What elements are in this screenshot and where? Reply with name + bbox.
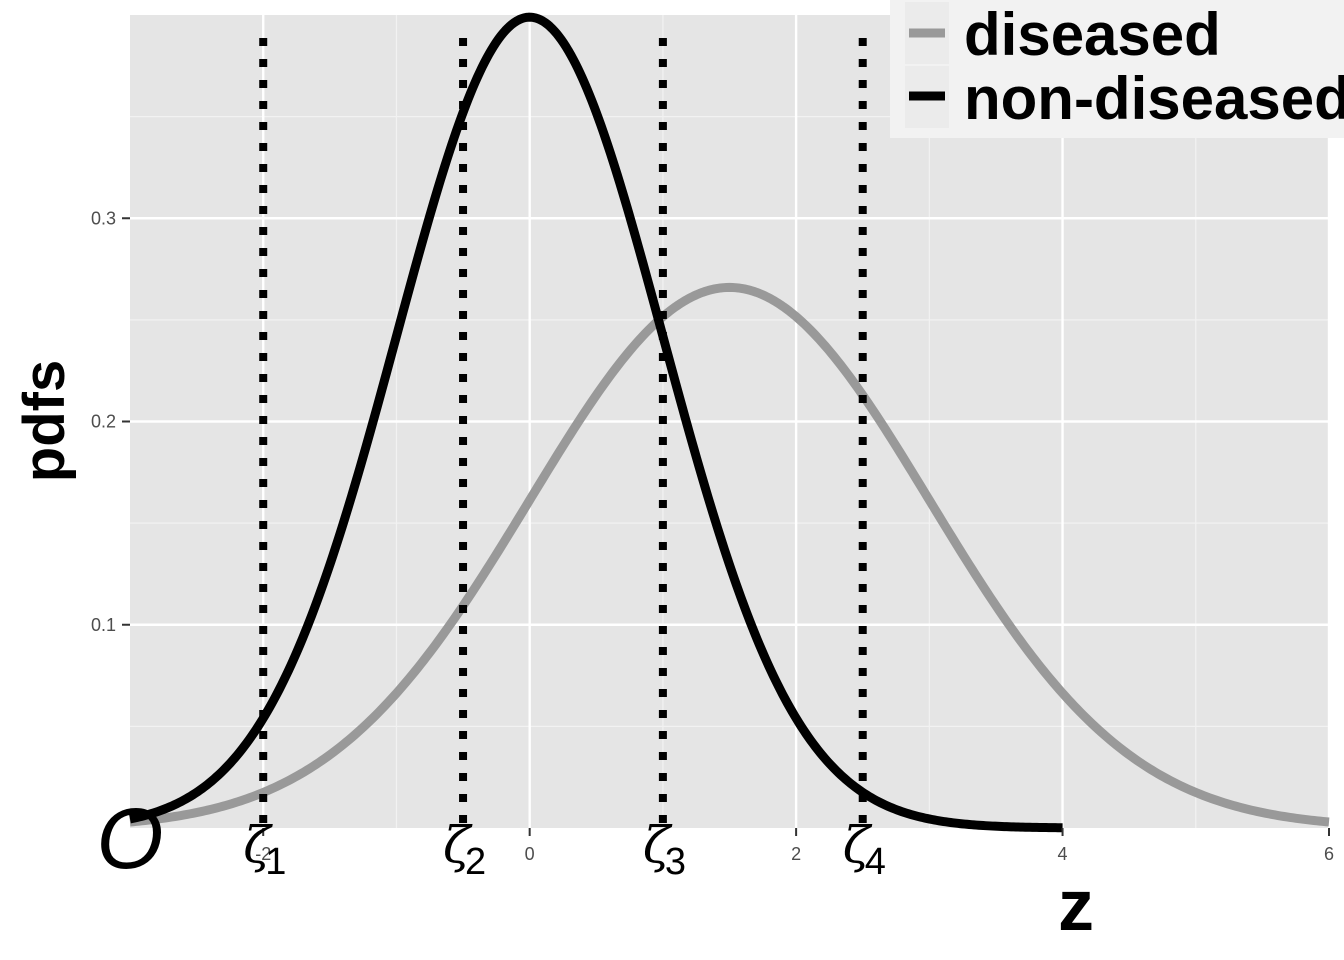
x-axis: -2 0 2 4 6 [255,828,1334,864]
y-tick-label: 0.1 [91,615,116,635]
legend-label-non-diseased: non-diseased [964,65,1344,132]
density-curves [127,12,1331,833]
annotations: O [97,791,164,887]
legend-background [890,0,1344,138]
legend-label-diseased: diseased [964,1,1221,68]
y-axis: 0.1 0.2 0.3 [91,208,130,635]
x-tick-label: 0 [525,844,535,864]
threshold-lines [259,38,867,828]
x-tick-label: 2 [791,844,801,864]
threshold-labels: ζ1 ζ2 ζ3 ζ4 [243,816,886,883]
series-line-non-diseased [127,12,1065,833]
y-axis-title: pdfs [12,360,77,482]
series-line-diseased [128,282,1331,827]
origin-label: O [97,791,164,887]
x-axis-title: z [1058,866,1094,946]
zeta-subscript: 1 [265,841,286,883]
zeta-symbol: ζ [443,816,473,874]
y-tick-label: 0.2 [91,412,116,432]
x-tick-label: 6 [1324,844,1334,864]
zeta-symbol: ζ [643,816,673,874]
zeta-symbol: ζ [243,816,273,874]
y-tick-label: 0.3 [91,208,116,228]
x-tick-label: -2 [255,844,271,864]
zeta-subscript: 2 [465,841,486,883]
x-tick-label: 4 [1058,844,1068,864]
legend: diseased non-diseased [890,0,1344,138]
zeta-subscript: 4 [865,841,886,883]
zeta-symbol: ζ [843,816,873,874]
zeta-subscript: 3 [665,841,686,883]
